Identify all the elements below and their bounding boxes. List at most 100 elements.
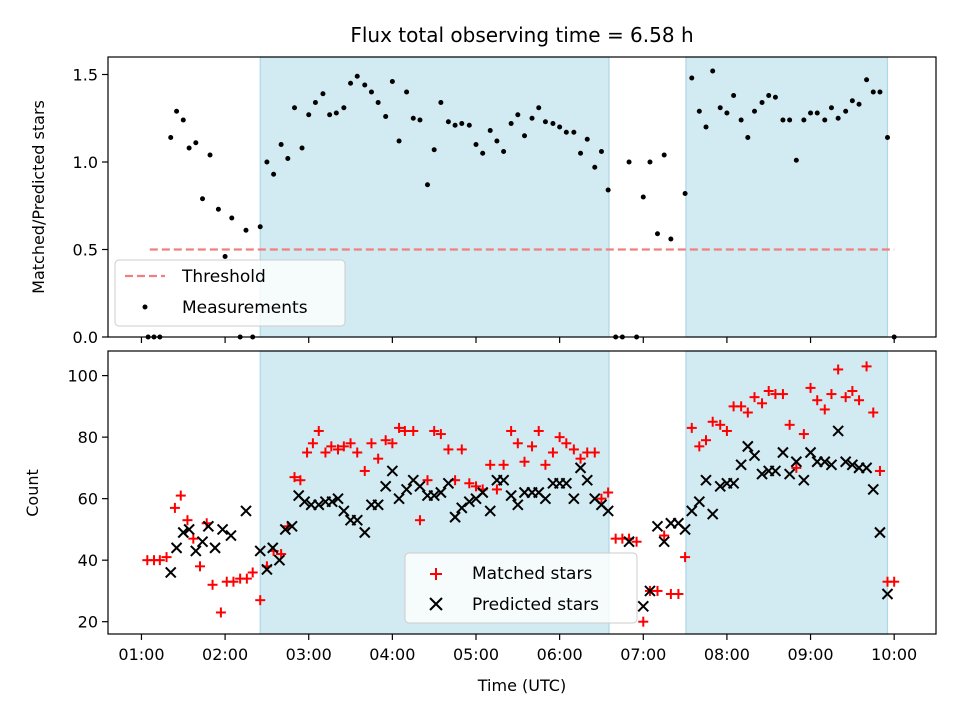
top-ytick-label: 1.5 (73, 66, 98, 85)
predicted-stars-point (359, 526, 371, 539)
measurement-point (605, 187, 611, 193)
xtick-label: 09:00 (787, 645, 833, 664)
predicted-stars-point (637, 600, 649, 613)
matched-stars-point (854, 395, 865, 406)
matched-stars-point (512, 438, 523, 449)
matched-stars-point (175, 490, 186, 501)
measurement-point (849, 98, 855, 104)
predicted-stars-point (505, 489, 517, 502)
predicted-stars-point (497, 474, 510, 486)
top-ytick-label: 1.0 (73, 153, 98, 172)
matched-stars-point (659, 530, 670, 541)
measurement-point (856, 101, 862, 107)
matched-stars-point (443, 444, 454, 455)
matched-stars-point (313, 425, 324, 436)
measurement-point (207, 152, 213, 158)
top-legend-threshold-label: Threshold (181, 267, 266, 287)
measurement-point (536, 105, 542, 111)
measurement-point (843, 108, 849, 114)
measurement-point (766, 93, 772, 98)
measurement-point (312, 100, 318, 105)
measurement-point (180, 117, 186, 123)
predicted-stars-point (748, 449, 761, 462)
matched-stars-point (874, 465, 885, 476)
measurement-point (375, 100, 381, 105)
matched-stars-point (464, 478, 475, 489)
predicted-stars-point (225, 529, 237, 542)
predicted-stars-point (651, 520, 664, 533)
matched-stars-point (673, 589, 684, 600)
predicted-stars-point (804, 446, 817, 459)
matched-stars-point (380, 435, 391, 446)
measurement-point (368, 89, 374, 95)
matched-stars-point (182, 515, 193, 526)
xtick-label: 03:00 (286, 645, 332, 664)
matched-stars-point (228, 576, 239, 587)
matched-stars-point (847, 385, 858, 396)
predicted-stars-point (476, 486, 489, 499)
measurement-point (772, 94, 778, 100)
matched-stars-point (680, 552, 691, 563)
measurement-point (759, 100, 765, 105)
measurement-point (452, 122, 458, 128)
top-legend-box (114, 259, 346, 327)
measurement-point (174, 108, 180, 114)
matched-stars-point (215, 607, 226, 618)
measurement-point (668, 236, 674, 242)
matched-stars-point (506, 425, 517, 436)
predicted-stars-point (539, 492, 552, 505)
predicted-stars-point (428, 489, 440, 502)
predicted-stars-point (658, 536, 670, 548)
predicted-stars-point (332, 492, 344, 505)
matched-stars-point (631, 536, 642, 547)
x-axis-label: Time (UTC) (477, 676, 566, 695)
predicted-stars-point (735, 459, 747, 471)
measurement-point (396, 138, 402, 144)
predicted-stars-point (679, 523, 691, 536)
bottom-legend-predicted-swatch (429, 597, 443, 611)
measurement-point (787, 117, 793, 123)
predicted-stars-point (463, 496, 476, 508)
predicted-stars-point (183, 523, 195, 536)
matched-stars-point (373, 453, 384, 464)
measurement-point (578, 150, 584, 156)
measurement-point (550, 121, 556, 126)
matched-stars-point (241, 573, 252, 584)
matched-stars-point (394, 422, 405, 433)
measurement-point (362, 82, 368, 88)
bottom-panel: 20 40 60 80 100 01:00 02:00 03:00 04:00 05:00 06:… (23, 350, 937, 695)
predicted-stars-point (177, 526, 189, 539)
predicted-stars-point (867, 483, 879, 496)
measurement-point (264, 159, 270, 165)
predicted-stars-point (326, 496, 338, 508)
measurement-point (654, 231, 660, 237)
predicted-stars-point (769, 465, 782, 477)
matched-stars-point (701, 435, 711, 446)
matched-stars-point (485, 459, 496, 470)
measurement-point (864, 77, 870, 83)
measurement-point (877, 89, 883, 95)
matched-stars-point (749, 392, 760, 403)
measurement-point (299, 145, 305, 151)
measurement-point (626, 159, 632, 165)
bottom-ytick-label: 20 (78, 613, 98, 632)
matched-stars-point (603, 487, 614, 498)
measurement-point (389, 79, 395, 84)
measurement-point (522, 133, 528, 139)
measurement-point (870, 89, 876, 95)
measurement-point (186, 145, 192, 151)
matched-stars-point (429, 425, 440, 436)
predicted-stars-point (777, 446, 789, 459)
predicted-stars-point (783, 468, 796, 480)
matched-stars-point (387, 438, 398, 449)
predicted-stars-point (846, 459, 859, 471)
matched-stars-point (638, 616, 649, 627)
matched-stars-point (686, 422, 697, 433)
matched-stars-point (868, 407, 879, 418)
xtick-label: 04:00 (369, 645, 415, 664)
matched-stars-point (777, 389, 788, 400)
predicted-stars-point (240, 505, 252, 517)
measurement-point (808, 110, 814, 116)
predicted-stars-point (819, 456, 831, 468)
predicted-stars-point (379, 480, 392, 493)
